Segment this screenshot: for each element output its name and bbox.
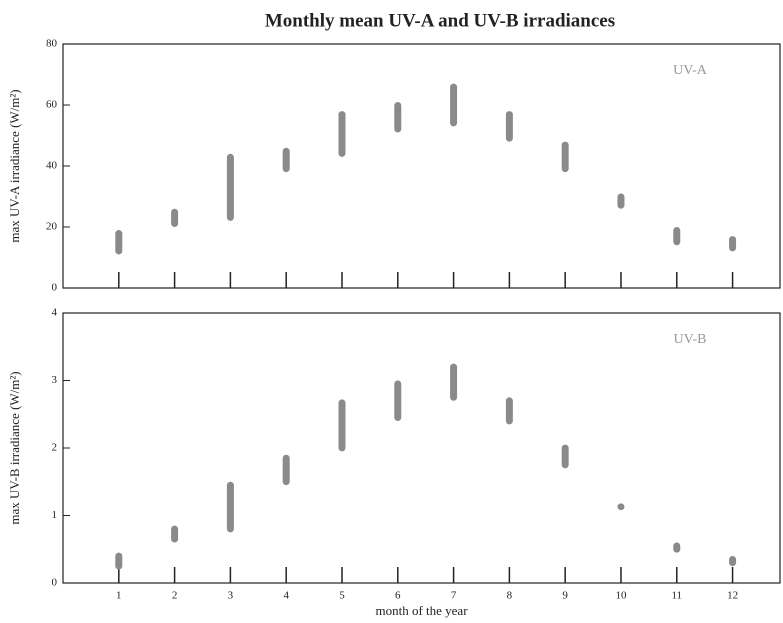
range-bar — [673, 542, 681, 553]
y-tick-label: 0 — [52, 282, 58, 294]
y-tick-label: 2 — [52, 442, 58, 454]
range-bar — [561, 444, 569, 469]
x-tick-label: 9 — [562, 590, 568, 602]
x-tick-label: 12 — [727, 590, 738, 602]
range-bar — [617, 193, 625, 209]
plot-frame — [62, 312, 781, 584]
y-tick-label: 60 — [46, 99, 58, 111]
x-tick-label: 11 — [671, 590, 682, 602]
range-bar — [394, 380, 402, 421]
plot-frame — [62, 43, 781, 289]
x-axis-label: month of the year — [375, 603, 468, 618]
range-bar — [617, 503, 625, 511]
x-tick-label: 5 — [339, 590, 345, 602]
x-tick-label: 1 — [116, 590, 122, 602]
range-bar — [282, 147, 290, 173]
y-axis-label: max UV-A irradiance (W/m²) — [7, 89, 22, 242]
range-bar — [282, 454, 290, 486]
range-bar — [394, 101, 402, 133]
y-axis-label: max UV-B irradiance (W/m²) — [7, 371, 22, 524]
y-tick-label: 40 — [46, 160, 58, 172]
range-bar — [505, 397, 513, 425]
x-tick-label: 3 — [228, 590, 234, 602]
y-tick-label: 4 — [52, 307, 58, 319]
y-tick-label: 20 — [46, 221, 58, 233]
x-tick-label: 4 — [283, 590, 289, 602]
range-bar — [673, 227, 681, 246]
annotation: UV-B — [674, 332, 707, 347]
range-bar — [226, 481, 234, 533]
range-bar — [338, 111, 346, 157]
range-bar — [450, 363, 458, 401]
x-tick-label: 10 — [615, 590, 627, 602]
range-bar — [171, 525, 179, 543]
range-bar — [338, 399, 346, 452]
range-bar — [729, 236, 737, 252]
range-bar — [115, 552, 123, 570]
range-bar — [505, 111, 513, 142]
range-bar — [450, 83, 458, 127]
y-tick-label: 80 — [46, 38, 58, 50]
x-tick-label: 7 — [451, 590, 457, 602]
chart-title: Monthly mean UV-A and UV-B irradiances — [265, 10, 615, 31]
range-bar — [729, 556, 737, 567]
x-tick-label: 6 — [395, 590, 401, 602]
y-tick-label: 0 — [52, 577, 58, 589]
x-tick-label: 8 — [507, 590, 513, 602]
range-bar — [226, 153, 234, 221]
range-bar — [561, 141, 569, 173]
annotation: UV-A — [673, 63, 708, 78]
y-tick-label: 3 — [52, 374, 58, 386]
range-bar — [115, 230, 123, 255]
range-bar — [171, 208, 179, 227]
y-tick-label: 1 — [52, 509, 58, 521]
x-tick-label: 2 — [172, 590, 178, 602]
